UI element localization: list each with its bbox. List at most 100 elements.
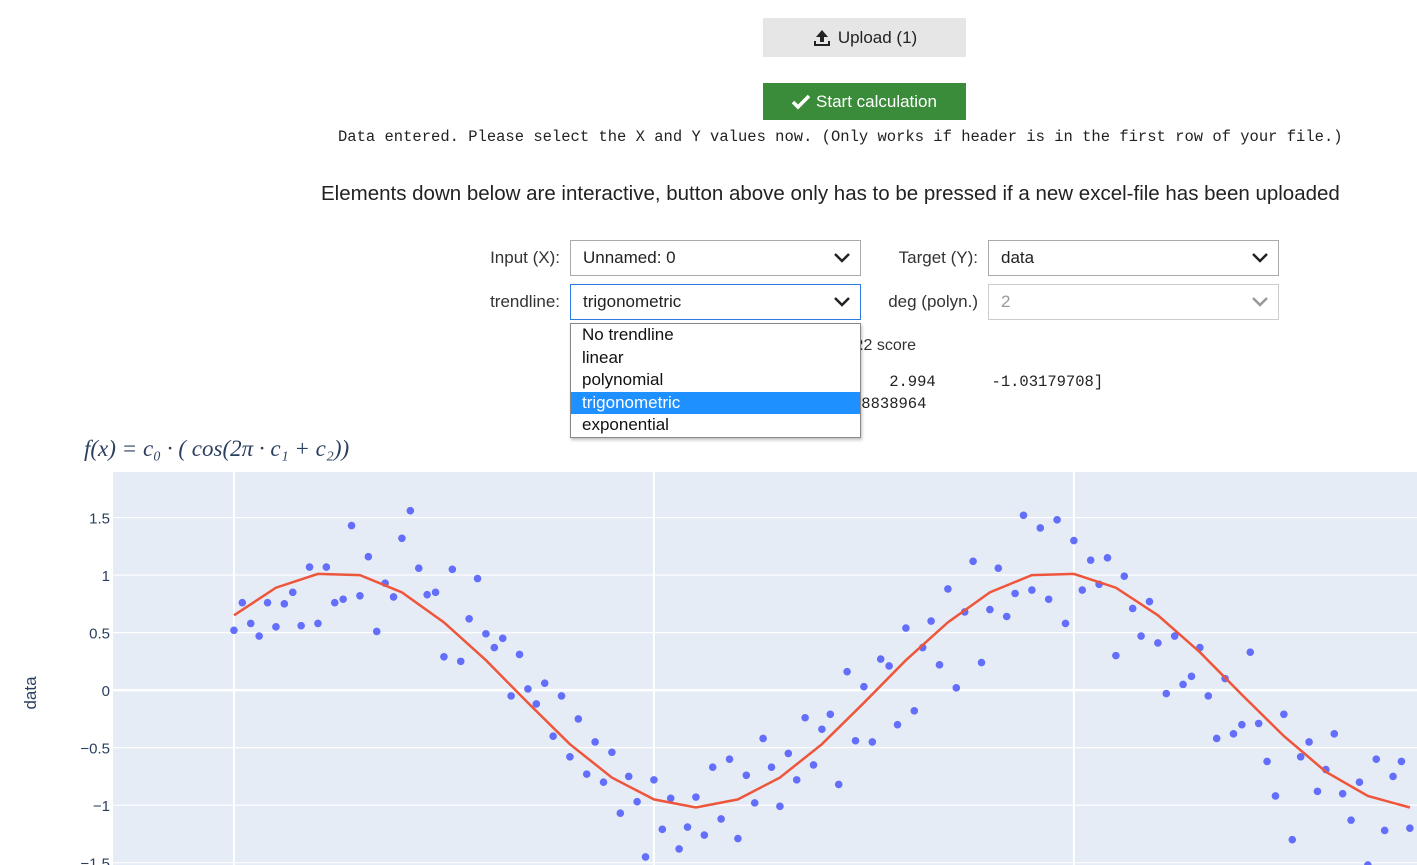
data-point (1162, 689, 1171, 698)
data-point (1170, 632, 1179, 640)
data-point (1002, 612, 1011, 621)
data-point (876, 655, 885, 663)
data-point (230, 626, 238, 635)
dropdown-option[interactable]: No trendline (582, 325, 674, 344)
chart: data −1.5 −1 −0.5 0 0.5 1 1.5 (21, 472, 1417, 865)
chevron (834, 297, 850, 307)
target-select[interactable]: data (988, 240, 1279, 276)
trendline-dropdown: No trendline linear polynomial trigonometri… (570, 323, 861, 438)
data-point (1120, 572, 1129, 581)
data-point (297, 621, 305, 630)
data-point (599, 778, 608, 786)
data-point (717, 815, 725, 823)
data-point (893, 720, 902, 729)
data-point (633, 797, 641, 806)
trendline-label: trendline: (490, 292, 560, 311)
data-point (364, 552, 373, 561)
data-point (532, 700, 541, 708)
data-point (1036, 524, 1045, 532)
data-point (255, 632, 263, 640)
status-message: Data entered. Please select the X and Y … (338, 128, 1343, 146)
data-point (700, 831, 709, 839)
data-point (1078, 586, 1087, 594)
data-point (650, 776, 658, 784)
y-tick-label: 0.5 (89, 626, 110, 643)
data-point (1305, 738, 1313, 746)
data-point (1238, 720, 1246, 729)
data-point (490, 643, 499, 652)
dropdown-option[interactable]: exponential (582, 415, 669, 434)
data-point (1347, 816, 1355, 824)
data-point (288, 588, 297, 597)
data-point (540, 679, 549, 688)
target-label: Target (Y): (898, 248, 978, 267)
data-point (767, 763, 776, 772)
data-point (1187, 672, 1196, 681)
upload-button[interactable]: Upload (1) (763, 18, 966, 57)
data-point (1086, 556, 1095, 564)
data-point (1271, 792, 1280, 800)
trendline-select[interactable]: trigonometric (570, 284, 861, 320)
data-point (1179, 680, 1187, 689)
formula-title: f(x) = c₀ · ( cos(2π · c₁ + c₂)) (84, 436, 350, 461)
data-point (818, 725, 826, 734)
data-point (330, 598, 339, 607)
calc-button[interactable]: Start calculation (763, 83, 966, 120)
data-point (515, 650, 524, 659)
data-point (305, 563, 314, 571)
upload-icon (813, 29, 830, 46)
y-tick-label: 0 (102, 683, 110, 700)
data-point (440, 652, 448, 661)
data-point (750, 799, 759, 807)
data-point (1246, 648, 1255, 656)
data-point (742, 771, 751, 780)
data-point (473, 574, 482, 583)
chevron (1252, 253, 1268, 263)
data-point (1070, 536, 1078, 545)
data-point (280, 600, 289, 608)
data-point (1103, 554, 1112, 562)
data-point (549, 732, 557, 740)
data-point (1296, 753, 1305, 761)
y-tick-label: −0.5 (80, 741, 110, 758)
data-point (792, 776, 801, 784)
plot-background (113, 472, 1417, 865)
score-label: R2 score (852, 337, 917, 354)
data-point (1137, 632, 1145, 640)
data-point (246, 619, 255, 628)
input-select[interactable]: Unnamed: 0 (570, 240, 861, 276)
data-point (272, 623, 280, 631)
data-point (994, 564, 1003, 572)
calc-text: Start calculation (816, 91, 937, 111)
data-point (944, 585, 952, 593)
data-point (1061, 619, 1070, 628)
data-point (1338, 789, 1347, 798)
data-point (339, 595, 347, 604)
data-point (725, 755, 734, 763)
data-point (1288, 835, 1297, 844)
data-point (507, 692, 515, 700)
data-point (1330, 730, 1339, 738)
data-point (1263, 757, 1271, 766)
data-point (456, 657, 465, 666)
coefficients-line2: 28838964 (852, 395, 927, 413)
y-tick-label: −1.5 (80, 856, 110, 865)
target-value: data (1001, 248, 1035, 267)
data-point (902, 624, 910, 632)
data-point (1145, 597, 1154, 606)
data-point (1154, 639, 1162, 647)
data-point (238, 598, 247, 607)
data-point (952, 684, 961, 692)
dropdown-option[interactable]: polynomial (582, 370, 664, 389)
data-point (448, 565, 457, 574)
data-point (566, 753, 574, 761)
dropdown-option[interactable]: linear (582, 347, 624, 367)
data-point (1212, 734, 1221, 743)
data-point (1229, 730, 1238, 738)
info-text: Elements down below are interactive, but… (321, 182, 1340, 205)
data-point (809, 761, 818, 769)
dropdown-option[interactable]: trigonometric (571, 391, 860, 414)
data-point (986, 605, 994, 614)
upload-text: Upload (1) (837, 27, 918, 47)
data-point (624, 772, 633, 781)
